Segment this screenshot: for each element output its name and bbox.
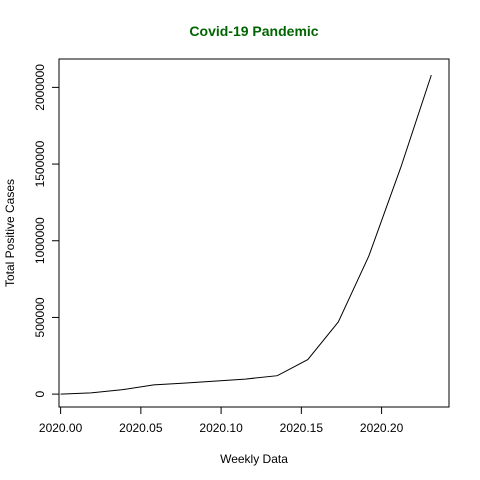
y-tick-label: 2000000 (33, 64, 47, 111)
chart-title: Covid-19 Pandemic (189, 23, 318, 39)
x-tick-label: 2020.15 (280, 421, 324, 435)
x-axis-label: Weekly Data (220, 452, 288, 466)
y-axis: 0 500000 1000000 1500000 2000000 (33, 64, 59, 398)
y-tick-label: 1500000 (33, 140, 47, 187)
plot-area-frame (59, 59, 449, 407)
y-tick-label: 500000 (33, 297, 47, 337)
y-tick-label: 0 (33, 390, 47, 397)
x-tick-label: 2020.00 (39, 421, 83, 435)
x-tick-label: 2020.05 (119, 421, 163, 435)
x-tick-label: 2020.10 (199, 421, 243, 435)
x-axis: 2020.00 2020.05 2020.10 2020.15 2020.20 (39, 407, 404, 435)
x-tick-label: 2020.20 (360, 421, 404, 435)
y-axis-label: Total Positive Cases (3, 179, 17, 287)
series-layer (61, 75, 432, 394)
y-tick-label: 1000000 (33, 217, 47, 264)
series-line (61, 75, 432, 394)
